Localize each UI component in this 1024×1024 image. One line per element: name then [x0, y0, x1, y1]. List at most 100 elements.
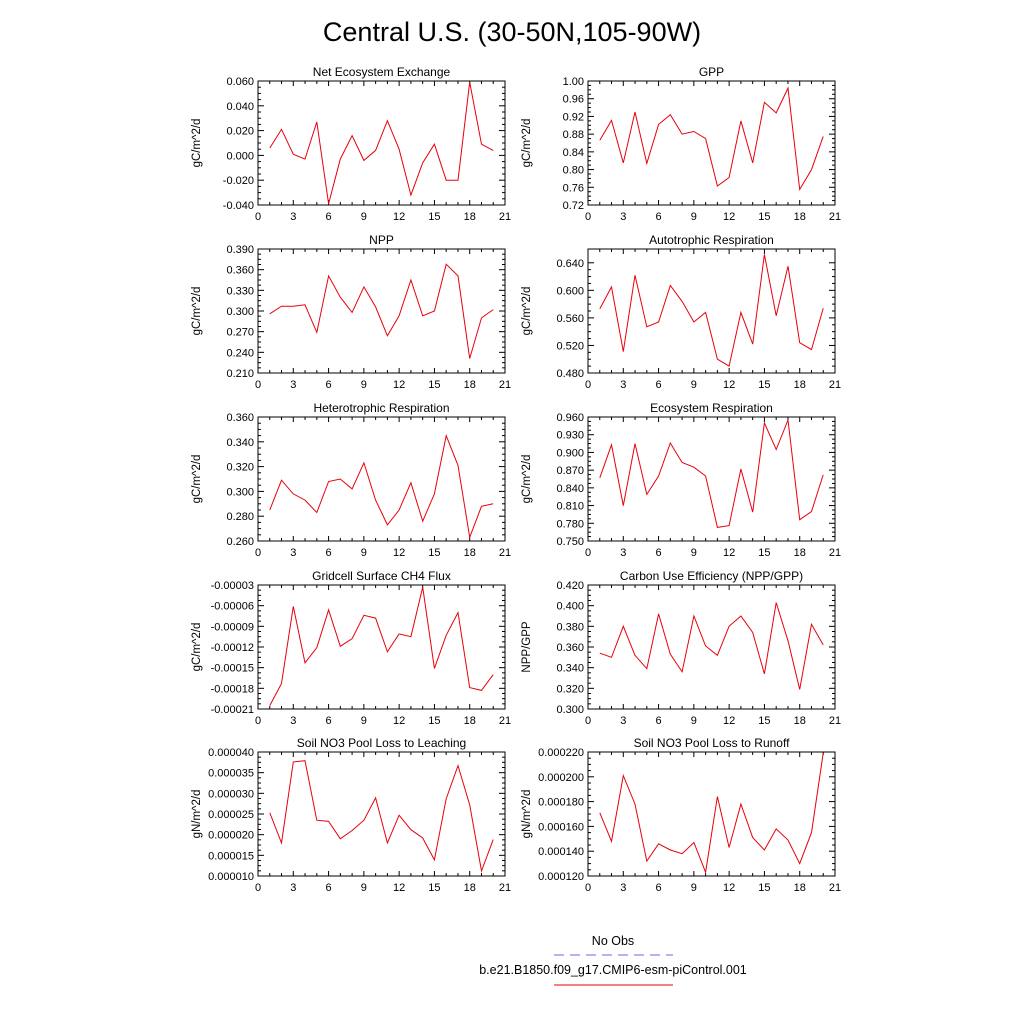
panel-title: Gridcell Surface CH4 Flux [312, 569, 451, 583]
y-tick-label: 0.420 [556, 580, 584, 592]
plot-frame [587, 751, 836, 877]
x-tick-label: 15 [428, 882, 440, 894]
y-tick-label: 0.360 [226, 265, 254, 277]
y-axis-label: gC/m^2/d [521, 119, 533, 168]
x-tick-label: 6 [656, 715, 662, 727]
panel-title: Autotrophic Respiration [649, 233, 774, 247]
y-tick-label: 1.00 [563, 76, 584, 88]
x-tick-label: 3 [620, 379, 626, 391]
y-tick-label: 0.80 [563, 165, 584, 177]
y-tick-label: 0.560 [556, 313, 584, 325]
y-tick-label: 0.72 [563, 200, 584, 212]
y-tick-label: 0.92 [563, 111, 584, 123]
y-tick-label: -0.00018 [211, 683, 254, 695]
y-tick-label: 0.330 [226, 285, 254, 297]
panel-title: Ecosystem Respiration [650, 401, 773, 415]
y-tick-label: 0.280 [226, 511, 254, 523]
x-tick-label: 12 [723, 547, 735, 559]
y-tick-label: 0.360 [226, 412, 254, 424]
plot-frame [587, 416, 836, 542]
x-tick-label: 6 [656, 547, 662, 559]
y-tick-label: 0.96 [563, 94, 584, 106]
y-tick-label: 0.840 [556, 483, 584, 495]
y-tick-label: 0.020 [226, 126, 254, 138]
x-tick-label: 3 [290, 211, 296, 223]
x-tick-label: 0 [255, 547, 261, 559]
y-tick-label: 0.930 [556, 430, 584, 442]
panel-soil-no3-pool-loss-to-runoff: Soil NO3 Pool Loss to Runoff gN/m^2/d 0 3 6 9… [521, 736, 841, 894]
y-tick-label: 0.600 [556, 285, 584, 297]
y-tick-label: -0.00015 [211, 663, 254, 675]
x-tick-label: 0 [585, 715, 591, 727]
panel-grid: Net Ecosystem Exchange gC/m^2/d 0 3 6 9 12 15 18… [191, 65, 841, 894]
x-tick-label: 21 [499, 715, 511, 727]
y-tick-label: 0.000120 [538, 871, 584, 883]
panel-npp: NPP gC/m^2/d 0 3 6 9 12 15 18 21 0.210 0.240 0.270 0.… [191, 233, 511, 391]
x-tick-label: 12 [393, 379, 405, 391]
x-tick-label: 12 [393, 715, 405, 727]
x-tick-label: 9 [691, 211, 697, 223]
x-tick-label: 6 [656, 882, 662, 894]
plot-frame [257, 751, 506, 877]
y-axis-label: gC/m^2/d [521, 455, 533, 504]
y-tick-label: 0.750 [556, 536, 584, 548]
x-tick-label: 0 [585, 379, 591, 391]
y-tick-label: -0.00003 [211, 580, 254, 592]
y-tick-label: 0.320 [226, 462, 254, 474]
series-line-heterotrophic-respiration [269, 433, 494, 540]
y-tick-label: 0.900 [556, 447, 584, 459]
y-tick-label: 0.270 [226, 327, 254, 339]
legend-label-model-run: b.e21.B1850.f09_g17.CMIP6-esm-piControl.… [479, 963, 747, 977]
panel-title: Net Ecosystem Exchange [313, 65, 451, 79]
x-tick-label: 15 [428, 379, 440, 391]
x-tick-label: 15 [758, 211, 770, 223]
panel-title: Heterotrophic Respiration [313, 401, 449, 415]
x-tick-label: 15 [428, 547, 440, 559]
x-tick-label: 9 [361, 211, 367, 223]
panel-heterotrophic-respiration: Heterotrophic Respiration gC/m^2/d 0 3 6 9 12 1… [191, 401, 511, 559]
x-tick-label: 9 [691, 379, 697, 391]
x-tick-label: 12 [723, 715, 735, 727]
x-tick-label: 12 [723, 211, 735, 223]
y-axis-label: gC/m^2/d [191, 287, 203, 336]
y-tick-label: -0.00021 [211, 704, 254, 716]
y-tick-label: 0.210 [226, 368, 254, 380]
x-tick-label: 18 [464, 379, 476, 391]
y-tick-label: 0.870 [556, 465, 584, 477]
x-tick-label: 0 [255, 715, 261, 727]
y-tick-label: 0.000020 [208, 830, 254, 842]
x-tick-label: 0 [585, 882, 591, 894]
panel-net-ecosystem-exchange: Net Ecosystem Exchange gC/m^2/d 0 3 6 9 12 15 18… [191, 65, 511, 223]
x-tick-label: 9 [361, 547, 367, 559]
panel-title: Carbon Use Efficiency (NPP/GPP) [620, 569, 803, 583]
x-tick-label: 6 [326, 379, 332, 391]
y-tick-label: 0.480 [556, 368, 584, 380]
x-tick-label: 18 [794, 211, 806, 223]
x-tick-label: 18 [464, 211, 476, 223]
x-tick-label: 21 [499, 211, 511, 223]
x-tick-label: 9 [361, 882, 367, 894]
x-tick-label: 9 [361, 379, 367, 391]
y-tick-label: 0.000160 [538, 821, 584, 833]
y-tick-label: 0.520 [556, 340, 584, 352]
x-tick-label: 12 [393, 211, 405, 223]
y-tick-label: 0.000035 [208, 768, 254, 780]
x-tick-label: 12 [393, 547, 405, 559]
x-tick-label: 15 [428, 715, 440, 727]
x-tick-label: 3 [620, 211, 626, 223]
y-tick-label: 0.340 [556, 663, 584, 675]
y-tick-label: 0.060 [226, 76, 254, 88]
x-tick-label: 3 [290, 715, 296, 727]
figure-title: Central U.S. (30-50N,105-90W) [323, 17, 701, 47]
panel-soil-no3-pool-loss-to-leaching: Soil NO3 Pool Loss to Leaching gN/m^2/d 0 3… [191, 736, 511, 894]
y-tick-label: 0.380 [556, 621, 584, 633]
x-tick-label: 21 [829, 715, 841, 727]
x-tick-label: 18 [794, 882, 806, 894]
y-tick-label: 0.960 [556, 412, 584, 424]
x-tick-label: 12 [393, 882, 405, 894]
panel-title: Soil NO3 Pool Loss to Runoff [634, 736, 791, 750]
x-tick-label: 9 [691, 882, 697, 894]
y-tick-label: 0.000010 [208, 871, 254, 883]
series-line-net-ecosystem-exchange [269, 82, 494, 204]
y-axis-label: gC/m^2/d [191, 623, 203, 672]
